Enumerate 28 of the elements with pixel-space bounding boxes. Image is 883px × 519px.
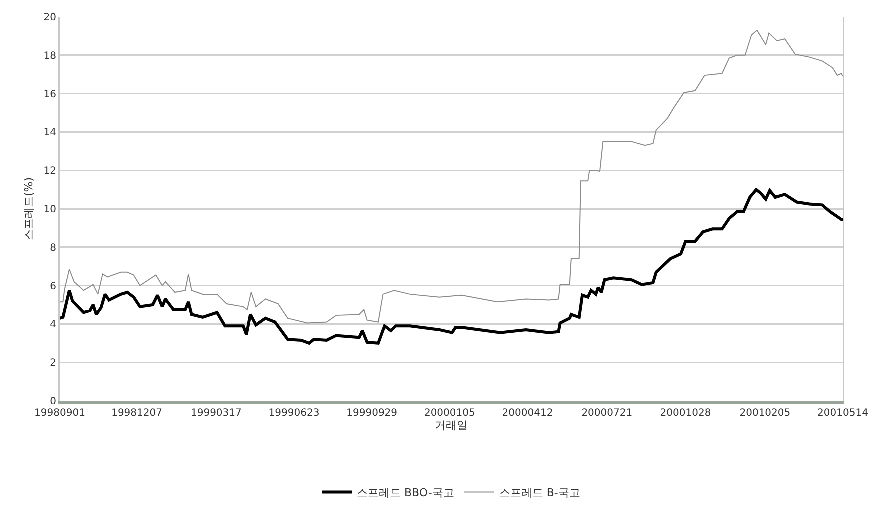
legend-label: 스프레드 B-국고: [499, 486, 580, 500]
y-tick-label: 10: [44, 204, 56, 216]
x-tick-label: 19990623: [268, 408, 320, 419]
y-tick-label: 20: [44, 12, 56, 24]
y-tick-label: 6: [50, 281, 56, 292]
x-tick-label: 19981207: [112, 408, 162, 419]
x-tick-label: 19990929: [346, 408, 398, 419]
y-tick-label: 14: [44, 128, 56, 139]
legend-label: 스프레드 BBO-국고: [357, 486, 454, 500]
y-tick-label: 0: [50, 396, 56, 408]
y-tick-label: 12: [44, 166, 56, 178]
x-tick-label: 20000721: [582, 408, 633, 419]
y-tick-label: 18: [44, 50, 56, 62]
y-tick-label: 4: [50, 320, 56, 331]
x-tick-label: 19980901: [34, 408, 86, 419]
x-axis-title: 거래일: [435, 419, 468, 432]
line-series: [60, 30, 843, 324]
x-tick-label: 20010514: [818, 408, 868, 419]
line-series: [60, 188, 843, 345]
x-tick-label: 20001028: [660, 408, 712, 419]
x-tick-label: 20010205: [740, 408, 791, 419]
y-tick-label: 8: [50, 242, 56, 254]
x-tick-label: 19990317: [190, 408, 242, 419]
x-tick-label: 20000412: [502, 408, 554, 419]
y-axis-title: 스프레드(%): [22, 177, 36, 241]
y-tick-label: 16: [44, 89, 56, 100]
x-tick-label: 20000105: [424, 408, 476, 419]
y-tick-label: 2: [50, 358, 56, 370]
